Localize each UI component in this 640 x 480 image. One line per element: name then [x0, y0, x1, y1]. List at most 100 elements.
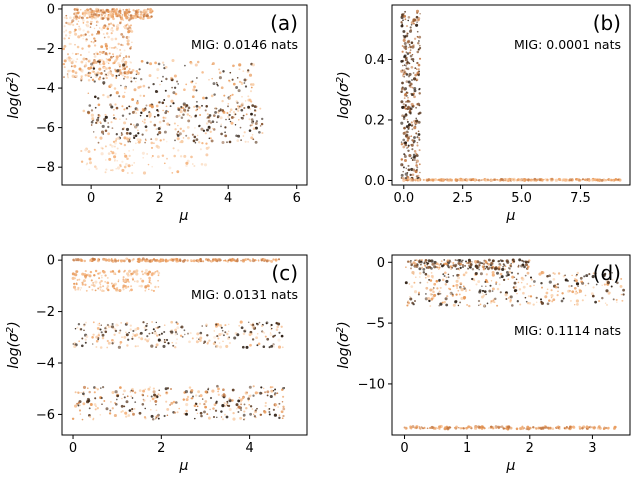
data-point-d-1 [513, 281, 517, 285]
data-point-d-2 [498, 425, 502, 429]
data-point-d-0 [487, 267, 490, 271]
data-point-a-4 [104, 145, 107, 148]
data-point-b-0 [407, 168, 411, 172]
data-point-a-3 [121, 128, 124, 131]
data-point-c-3 [191, 397, 194, 400]
data-point-c-2 [152, 328, 155, 331]
data-point-b-0 [407, 144, 410, 147]
data-point-a-1 [82, 37, 85, 40]
data-point-c-3 [278, 402, 281, 405]
data-point-d-1 [452, 274, 455, 277]
data-point-b-1 [608, 178, 612, 182]
data-point-d-0 [462, 259, 464, 262]
data-point-a-2 [191, 95, 195, 99]
data-point-d-1 [550, 289, 553, 292]
data-point-b-1 [565, 178, 568, 181]
data-point-c-3 [216, 416, 218, 419]
data-point-a-1 [123, 49, 126, 52]
data-point-a-3 [166, 122, 170, 126]
data-point-a-3 [209, 130, 212, 134]
data-point-a-2 [228, 96, 231, 100]
data-point-a-3 [145, 114, 149, 118]
data-point-b-0 [407, 146, 409, 149]
data-point-d-1 [550, 296, 553, 299]
data-point-d-1 [529, 284, 532, 288]
data-point-d-1 [448, 287, 450, 290]
data-point-c-3 [222, 388, 225, 392]
data-point-c-3 [251, 408, 254, 410]
data-point-d-2 [544, 426, 548, 429]
data-point-c-3 [108, 412, 112, 415]
data-point-d-1 [425, 293, 427, 295]
data-point-a-3 [214, 110, 218, 114]
data-point-b-1 [550, 178, 554, 181]
data-point-a-1 [66, 53, 70, 56]
data-point-c-3 [74, 404, 78, 408]
data-point-a-3 [149, 120, 152, 124]
data-point-a-4 [185, 161, 189, 165]
data-point-c-3 [248, 385, 252, 389]
data-point-c-3 [221, 418, 225, 421]
data-point-b-1 [593, 178, 597, 182]
data-point-d-1 [474, 271, 478, 276]
data-point-c-2 [167, 342, 170, 345]
data-point-a-4 [115, 167, 117, 170]
x-axis-label-a: μ [179, 208, 189, 224]
data-point-c-3 [228, 407, 232, 412]
data-point-a-4 [100, 152, 104, 156]
data-point-a-1 [67, 76, 69, 79]
data-point-c-3 [240, 409, 242, 411]
data-point-a-2 [167, 94, 171, 98]
data-point-a-1 [129, 27, 132, 31]
x-ticks-b: 0.0 2.5 5.0 7.5 [393, 185, 591, 206]
data-point-d-0 [455, 268, 458, 270]
data-point-c-3 [217, 393, 220, 396]
data-point-c-0 [269, 259, 271, 262]
data-point-d-1 [588, 273, 591, 276]
data-point-a-2 [118, 95, 121, 98]
x-tick-label-d: 3 [588, 441, 596, 456]
data-point-b-1 [418, 178, 421, 182]
data-point-a-1 [65, 21, 68, 25]
data-point-a-4 [114, 159, 116, 161]
data-point-c-2 [142, 321, 145, 324]
data-point-c-3 [92, 417, 95, 420]
data-point-a-3 [186, 113, 190, 116]
data-point-b-0 [413, 86, 417, 91]
data-point-a-4 [201, 141, 204, 145]
data-point-d-1 [428, 299, 431, 303]
data-point-b-0 [413, 136, 416, 139]
data-point-d-0 [506, 259, 508, 262]
data-point-a-3 [253, 114, 257, 117]
data-point-c-3 [214, 409, 218, 412]
data-point-d-1 [610, 285, 613, 288]
data-point-a-3 [236, 139, 240, 142]
data-point-c-2 [111, 342, 114, 345]
y-ticks-c: 0−2−4−6 [36, 254, 62, 423]
data-point-c-0 [218, 258, 222, 262]
data-point-c-3 [78, 409, 82, 412]
data-point-a-2 [128, 112, 131, 115]
data-point-c-3 [185, 412, 188, 416]
data-point-a-3 [104, 113, 107, 116]
data-point-c-3 [184, 390, 188, 394]
data-point-b-0 [419, 171, 421, 174]
x-tick-label-a: 6 [293, 191, 301, 206]
data-point-d-1 [560, 299, 564, 303]
data-point-d-0 [483, 259, 486, 262]
data-point-a-4 [146, 153, 148, 155]
data-point-a-0 [141, 11, 143, 14]
data-point-c-3 [213, 403, 216, 406]
data-point-c-2 [256, 344, 259, 347]
data-point-d-0 [501, 267, 505, 271]
data-point-a-2 [93, 80, 96, 83]
data-point-b-0 [411, 57, 415, 61]
plot-frame-d [391, 254, 631, 436]
data-point-c-3 [82, 391, 85, 393]
data-point-c-1 [86, 273, 90, 277]
data-point-a-3 [187, 106, 191, 110]
data-point-a-1 [103, 15, 107, 19]
data-point-c-0 [255, 259, 258, 262]
data-point-a-1 [110, 14, 113, 18]
